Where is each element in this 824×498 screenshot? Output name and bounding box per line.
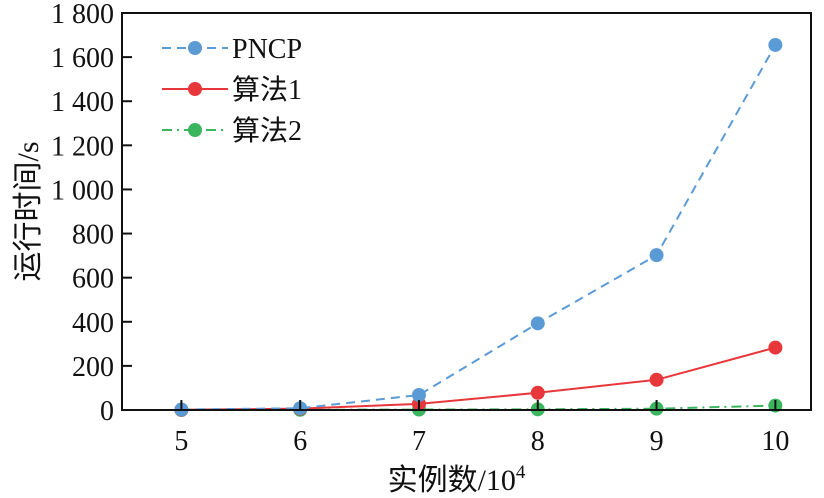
data-point bbox=[649, 248, 664, 263]
data-point bbox=[768, 340, 783, 355]
x-tick-label: 10 bbox=[761, 426, 789, 457]
legend-label: 算法2 bbox=[232, 115, 302, 147]
y-tick-label: 1 600 bbox=[51, 43, 114, 74]
legend-marker bbox=[188, 123, 202, 137]
plot-frame bbox=[121, 12, 812, 411]
series-算法1 bbox=[174, 340, 783, 417]
x-axis-title-exponent: 4 bbox=[516, 462, 526, 483]
y-axis-title: 运行时间/s bbox=[12, 141, 45, 281]
legend-label: PNCP bbox=[232, 34, 302, 65]
data-point bbox=[530, 316, 545, 331]
legend-marker bbox=[188, 41, 202, 55]
x-axis-title-main: 实例数/10 bbox=[388, 464, 516, 497]
series-line bbox=[181, 44, 777, 411]
y-tick-labels: 0 200 400 600 800 1 000 1 200 1 400 1 600 1 800 bbox=[51, 0, 114, 427]
x-tick-label: 5 bbox=[174, 426, 188, 457]
frame-layer bbox=[121, 12, 812, 411]
y-tick-label: 1 000 bbox=[51, 175, 114, 206]
legend: PNCP 算法1 算法2 bbox=[162, 34, 302, 147]
data-point bbox=[411, 388, 426, 403]
x-tick-label: 6 bbox=[293, 426, 307, 457]
legend-marker bbox=[188, 82, 202, 96]
legend-label: 算法1 bbox=[232, 74, 302, 106]
x-tick-labels: 5 6 7 8 9 10 bbox=[174, 426, 789, 457]
y-tick-label: 800 bbox=[72, 220, 114, 251]
x-axis-title: 实例数/104 bbox=[388, 462, 526, 497]
data-point bbox=[530, 385, 545, 400]
data-point bbox=[649, 372, 664, 387]
data-point bbox=[768, 37, 783, 52]
x-tick-label: 9 bbox=[650, 426, 664, 457]
x-tick-label: 8 bbox=[531, 426, 545, 457]
y-tick-label: 1 800 bbox=[51, 0, 114, 30]
y-tick-label: 200 bbox=[72, 352, 114, 383]
y-tick-label: 0 bbox=[100, 396, 114, 427]
series-算法2 bbox=[174, 398, 783, 417]
series-line bbox=[181, 346, 776, 411]
y-tick-label: 600 bbox=[72, 264, 114, 295]
y-tick-label: 400 bbox=[72, 308, 114, 339]
x-tick-label: 7 bbox=[412, 426, 426, 457]
y-tick-label: 1 200 bbox=[51, 131, 114, 162]
y-tick-label: 1 400 bbox=[51, 87, 114, 118]
